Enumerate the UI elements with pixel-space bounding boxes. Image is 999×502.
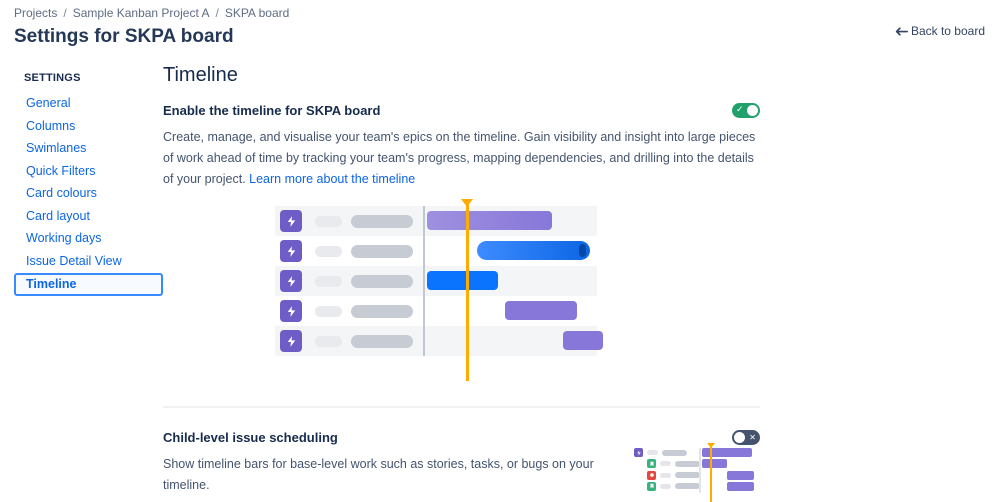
placeholder-pill	[660, 461, 671, 467]
placeholder-pill	[675, 483, 700, 490]
check-icon: ✓	[736, 104, 744, 114]
sidebar-item-general[interactable]: General	[26, 96, 71, 110]
learn-more-link[interactable]: Learn more about the timeline	[249, 172, 416, 186]
sidebar-item-card-layout[interactable]: Card layout	[26, 208, 90, 223]
back-to-board-link[interactable]: Back to board	[895, 24, 985, 38]
today-marker-icon	[461, 199, 473, 207]
epic-icon	[634, 448, 643, 457]
mini-timeline-row	[647, 459, 700, 469]
breadcrumb-link[interactable]: Projects	[14, 6, 58, 20]
child-scheduling-section: Child-level issue scheduling ✕ Show time…	[163, 430, 760, 502]
placeholder-pill	[351, 334, 413, 348]
sidebar-item-card-colours[interactable]: Card colours	[26, 186, 97, 200]
placeholder-pill	[675, 472, 700, 479]
section-divider	[163, 406, 760, 408]
child-scheduling-row: Child-level issue scheduling ✕	[163, 430, 760, 445]
placeholder-pill	[315, 215, 342, 227]
enable-timeline-label: Enable the timeline for SKPA board	[163, 103, 381, 118]
page-header: Projects / Sample Kanban Project A / SKPA bo…	[0, 0, 999, 48]
timeline-bar	[563, 331, 603, 350]
breadcrumb: Projects / Sample Kanban Project A / SKPA bo…	[14, 6, 985, 20]
placeholder-pill	[351, 304, 413, 318]
enable-timeline-description: Create, manage, and visualise your team'…	[163, 127, 760, 190]
mini-timeline-bar	[727, 470, 754, 480]
placeholder-pill	[351, 214, 413, 228]
today-line	[466, 199, 469, 381]
bug-icon	[647, 470, 656, 480]
mini-timeline-row	[634, 448, 687, 457]
breadcrumb-separator: /	[63, 6, 67, 20]
breadcrumb-link[interactable]: SKPA board	[224, 6, 290, 20]
child-scheduling-illustration	[632, 443, 762, 502]
sidebar-item-columns[interactable]: Columns	[26, 118, 76, 133]
mini-timeline-bar	[702, 448, 752, 457]
child-scheduling-toggle[interactable]: ✕	[732, 430, 760, 445]
epic-icon	[280, 270, 302, 292]
placeholder-pill	[660, 483, 671, 489]
page-title: Settings for SKPA board	[14, 26, 234, 47]
placeholder-pill	[315, 305, 342, 317]
sidebar-item-working-days[interactable]: Working days	[26, 231, 102, 245]
timeline-row	[275, 326, 597, 356]
epic-icon	[280, 210, 302, 232]
mini-list-chart-divider	[699, 448, 701, 493]
description-text: Create, manage, and visualise your team'…	[163, 130, 756, 186]
story-icon	[647, 459, 656, 469]
sidebar-item-timeline[interactable]: Timeline	[14, 273, 163, 296]
mini-today-line	[710, 443, 712, 502]
child-scheduling-label: Child-level issue scheduling	[163, 430, 338, 445]
breadcrumb-separator: /	[215, 6, 219, 20]
section-title: Timeline	[163, 64, 238, 86]
timeline-bar	[477, 241, 590, 260]
epic-icon	[280, 300, 302, 322]
placeholder-pill	[351, 244, 413, 258]
placeholder-pill	[351, 274, 413, 288]
sidebar-item-swimlanes[interactable]: Swimlanes	[26, 141, 87, 155]
timeline-bar	[505, 301, 577, 320]
bar-end-cap	[579, 244, 586, 257]
arrow-left-icon	[895, 26, 908, 36]
sidebar-heading: SETTINGS	[24, 72, 81, 84]
placeholder-pill	[675, 460, 700, 467]
placeholder-pill	[662, 449, 687, 456]
enable-timeline-row: Enable the timeline for SKPA board ✓	[163, 103, 760, 118]
settings-sidebar: SETTINGS General Columns Swimlanes Quick Fi…	[14, 48, 163, 502]
list-chart-divider	[423, 206, 425, 356]
sidebar-item-issue-detail-view[interactable]: Issue Detail View	[26, 253, 122, 268]
epic-icon	[280, 330, 302, 352]
placeholder-pill	[315, 275, 342, 287]
toggle-knob	[734, 432, 745, 443]
mini-timeline-row	[647, 481, 700, 491]
story-icon	[647, 481, 656, 491]
sidebar-item-quick-filters[interactable]: Quick Filters	[26, 163, 96, 178]
placeholder-pill	[660, 472, 671, 478]
placeholder-pill	[315, 245, 342, 257]
back-to-board-label: Back to board	[910, 24, 985, 38]
timeline-bar	[427, 271, 498, 290]
breadcrumb-link[interactable]: Sample Kanban Project A	[72, 6, 210, 20]
mini-timeline-row	[647, 470, 700, 480]
timeline-bar	[427, 211, 552, 230]
content: SETTINGS General Columns Swimlanes Quick Fi…	[0, 48, 999, 502]
enable-timeline-toggle[interactable]: ✓	[732, 103, 760, 118]
cross-icon: ✕	[749, 432, 756, 442]
mini-timeline-bar	[702, 459, 727, 469]
main-panel: Timeline Enable the timeline for SKPA bo…	[163, 48, 760, 502]
placeholder-pill	[647, 450, 658, 455]
mini-timeline-bar	[727, 481, 754, 491]
placeholder-pill	[315, 335, 342, 347]
mini-today-marker-icon	[707, 443, 715, 448]
child-scheduling-description: Show timeline bars for base-level work s…	[163, 457, 594, 492]
epic-icon	[280, 240, 302, 262]
toggle-knob	[747, 105, 758, 116]
timeline-illustration	[275, 199, 603, 381]
